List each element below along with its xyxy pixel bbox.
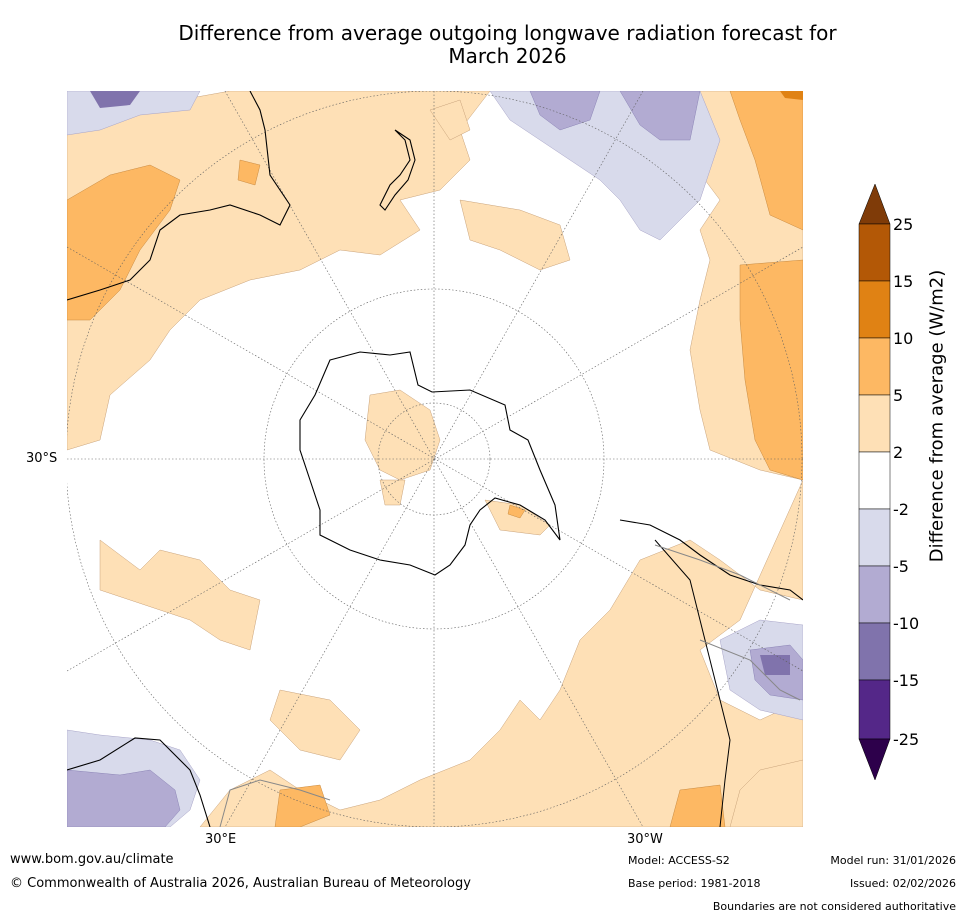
lon-label-30w: 30°W	[627, 832, 663, 847]
colorbar-tick: 5	[893, 386, 904, 405]
map-title: Difference from average outgoing longwav…	[100, 22, 915, 68]
footer-issued: Issued: 02/02/2026	[849, 877, 956, 890]
colorbar-extend-bottom	[858, 738, 891, 781]
antarctica-coastline	[299, 351, 561, 576]
footer-copyright: © Commonwealth of Australia 2026, Austra…	[10, 876, 471, 891]
south-america-coastline-inner	[654, 539, 731, 827]
footer-website: www.bom.gov.au/climate	[10, 852, 174, 867]
map-title-line1: Difference from average outgoing longwav…	[178, 21, 837, 45]
colorbar-tick: 25	[893, 215, 914, 234]
colorbar-tick: -2	[893, 500, 909, 519]
footer-disclaimer: Boundaries are not considered authoritat…	[712, 900, 956, 913]
colorbar-bin-m5-m10	[858, 565, 891, 624]
colorbar-tick: 2	[893, 443, 904, 462]
graticule	[67, 91, 803, 827]
south-america-boundary	[654, 544, 801, 701]
africa-coastline	[67, 737, 211, 827]
colorbar-bin-neutral	[858, 451, 891, 510]
anomaly-5-to-10-regions	[67, 91, 803, 827]
africa-boundary	[219, 779, 331, 827]
south-america-coastline	[619, 519, 803, 601]
colorbar-bin-m2-m5	[858, 508, 891, 567]
australia-coastline	[67, 91, 291, 301]
lat-label-30s: 30°S	[26, 451, 58, 466]
colorbar-tick: -5	[893, 557, 909, 576]
colorbar-tick: 10	[893, 329, 914, 348]
colorbar-title-text: Difference from average (W/m2)	[926, 269, 948, 563]
map-title-line2: March 2026	[448, 44, 567, 68]
colorbar-tick: -10	[893, 614, 920, 633]
colorbar-bin-m15-m25	[858, 679, 891, 740]
footer-model: Model: ACCESS-S2	[628, 854, 730, 867]
new-zealand-coastline	[379, 129, 416, 211]
colorbar-tick: 15	[893, 272, 914, 291]
colorbar-bin-2-5	[858, 394, 891, 453]
footer-base-period: Base period: 1981-2018	[628, 877, 761, 890]
colorbar	[858, 183, 891, 781]
colorbar-bin-m10-m15	[858, 622, 891, 681]
anomaly-10-to-15-regions	[780, 91, 803, 100]
colorbar-bin-10-15	[858, 280, 891, 339]
map-panel	[67, 91, 803, 827]
lon-label-30e: 30°E	[205, 832, 237, 847]
colorbar-extend-top	[858, 183, 891, 225]
anomaly-minus10-to-minus15-regions	[90, 91, 790, 675]
colorbar-bin-5-10	[858, 337, 891, 396]
colorbar-bin-15-25	[858, 223, 891, 282]
footer-model-run: Model run: 31/01/2026	[830, 854, 956, 867]
colorbar-tick: -25	[893, 730, 920, 749]
colorbar-tick: -15	[893, 671, 920, 690]
